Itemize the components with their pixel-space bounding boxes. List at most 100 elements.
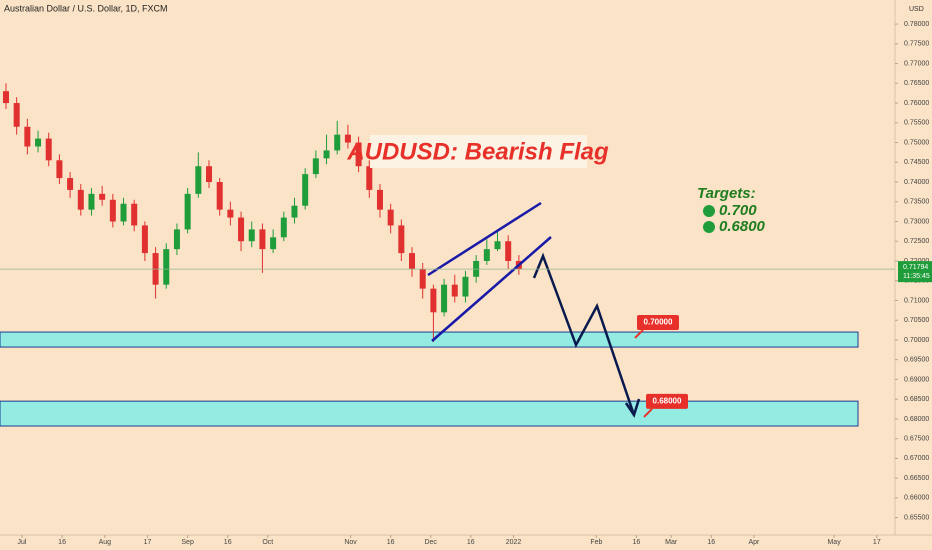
candle-body [344,134,351,143]
x-tick-label: 16 [707,539,715,546]
currency-label: USD [909,6,924,13]
target-pointer [643,408,653,418]
y-tick-label: 0.70000 [904,337,929,344]
candle-body [109,199,116,222]
headline: AUDUSD: Bearish Flag [346,138,609,165]
y-tick-label: 0.74000 [904,179,929,186]
x-tick-label: Sep [181,539,194,546]
candle-body [419,268,426,289]
candle-body [355,142,362,167]
candle-body [441,284,448,313]
y-tick-label: 0.76000 [904,100,929,107]
x-tick-label: 16 [224,539,232,546]
target-tag [637,314,679,330]
candle-body [248,229,255,242]
candle-body [216,182,223,210]
y-tick-label: 0.65500 [904,514,929,521]
candle-body [227,209,234,218]
y-tick-label: 0.76500 [904,80,929,87]
candle-body [67,178,74,190]
candle-body [77,189,84,210]
y-tick-label: 0.66500 [904,475,929,482]
projection-arrowhead [624,398,641,418]
last-price-label: 0.71794 [903,264,928,271]
x-tick-label: Mar [665,539,678,546]
y-tick-label: 0.78000 [904,21,929,28]
y-tick-label: 0.75500 [904,120,929,127]
candle-body [206,166,213,183]
x-tick-label: 16 [467,539,475,546]
y-tick-label: 0.67000 [904,455,929,462]
target-icon [703,205,715,217]
candle-body [334,134,341,151]
target-tag [646,393,688,409]
candle-body [56,160,63,179]
y-tick-label: 0.66000 [904,495,929,502]
y-tick-label: 0.70500 [904,317,929,324]
candle-body [45,138,52,161]
candle-body [131,203,138,226]
candle-body [24,126,31,147]
candle-body [302,174,309,206]
y-tick-label: 0.75000 [904,139,929,146]
candle-body [376,189,383,210]
x-tick-label: Jul [18,539,27,546]
x-tick-label: Oct [262,539,273,546]
candle-body [35,138,42,147]
candle-body [323,150,330,159]
candle-body [88,193,95,210]
flag-upper-line [427,201,542,277]
x-tick-label: Nov [344,539,357,546]
candle-body [505,241,512,261]
target-text: 0.6800 [719,218,766,235]
candle-body [184,193,191,230]
candle-body [195,166,202,194]
candle-body [270,237,277,250]
candle-body [238,217,245,242]
candle-body [259,229,266,250]
candle-body [430,288,437,313]
candle-body [462,276,469,297]
x-tick-label: 17 [144,539,152,546]
y-tick-label: 0.74500 [904,159,929,166]
target-label: 0.70000 [644,318,673,327]
chart-title: Australian Dollar / U.S. Dollar, 1D, FXC… [4,3,168,13]
y-tick-label: 0.69000 [904,376,929,383]
candle-body [451,284,458,297]
x-tick-label: Feb [590,539,602,546]
candle-body [13,103,20,127]
candle-body [483,249,490,261]
targets-title: Targets: [697,185,756,202]
y-tick-label: 0.73000 [904,218,929,225]
x-tick-label: Aug [99,539,112,546]
x-tick-label: May [827,539,841,546]
candle-body [173,229,180,250]
y-tick-label: 0.68500 [904,396,929,403]
candle-body [387,209,394,226]
support-zone [0,331,859,348]
x-tick-label: 16 [58,539,66,546]
y-tick-label: 0.71000 [904,297,929,304]
y-tick-label: 0.73500 [904,199,929,206]
candle-body [2,91,9,104]
candle-body [120,203,127,222]
candle-body [99,193,106,200]
candle-body [163,249,170,285]
x-tick-label: 2022 [506,539,522,546]
y-tick-label: 0.69500 [904,357,929,364]
support-zone [0,400,859,427]
y-tick-label: 0.67500 [904,436,929,443]
x-tick-label: Dec [424,539,437,546]
target-text: 0.700 [719,202,757,219]
target-icon [703,221,715,233]
candle-body [141,225,148,254]
candle-body [409,253,416,269]
y-tick-label: 0.77000 [904,60,929,67]
headline-box [370,135,587,168]
candle-body [312,158,319,175]
last-price-time: 11:35:45 [903,273,930,280]
candle-body [494,241,501,250]
